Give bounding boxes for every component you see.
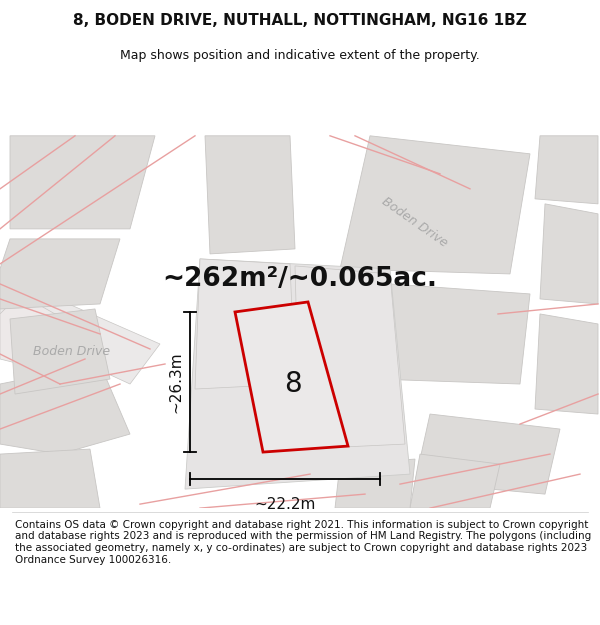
Polygon shape	[410, 454, 500, 508]
Polygon shape	[10, 136, 155, 229]
Text: Boden Drive: Boden Drive	[34, 346, 110, 359]
Polygon shape	[0, 294, 90, 374]
Text: ~22.2m: ~22.2m	[254, 497, 316, 512]
Text: 8, BODEN DRIVE, NUTHALL, NOTTINGHAM, NG16 1BZ: 8, BODEN DRIVE, NUTHALL, NOTTINGHAM, NG1…	[73, 13, 527, 28]
Polygon shape	[10, 309, 110, 394]
Polygon shape	[235, 302, 348, 452]
Polygon shape	[0, 449, 100, 508]
Polygon shape	[335, 459, 415, 508]
Polygon shape	[195, 259, 295, 389]
Text: ~262m²/~0.065ac.: ~262m²/~0.065ac.	[163, 266, 437, 292]
Text: Boden Drive: Boden Drive	[380, 194, 451, 249]
Polygon shape	[0, 274, 160, 384]
Polygon shape	[375, 284, 530, 384]
Polygon shape	[535, 136, 598, 204]
Polygon shape	[540, 204, 598, 304]
Polygon shape	[295, 266, 405, 449]
Text: ~26.3m: ~26.3m	[169, 351, 184, 413]
Polygon shape	[415, 414, 560, 494]
Polygon shape	[0, 364, 130, 454]
Polygon shape	[205, 136, 295, 254]
Polygon shape	[185, 259, 410, 489]
Polygon shape	[340, 136, 530, 274]
Polygon shape	[535, 314, 598, 414]
Text: Map shows position and indicative extent of the property.: Map shows position and indicative extent…	[120, 49, 480, 62]
Polygon shape	[0, 239, 120, 309]
Text: Contains OS data © Crown copyright and database right 2021. This information is : Contains OS data © Crown copyright and d…	[15, 520, 591, 564]
Text: 8: 8	[284, 370, 302, 398]
